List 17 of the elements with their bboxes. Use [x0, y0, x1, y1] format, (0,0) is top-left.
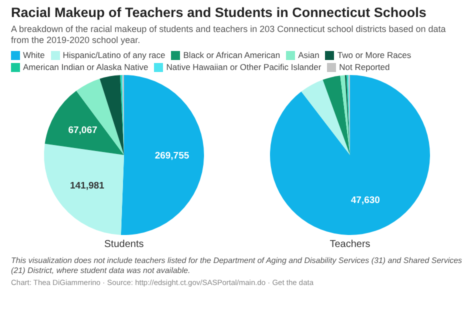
text: This visualization does not include teachers listed for the Department of Aging and Disability Services (31) and Shared Services (21) District, where student data was not available. — [11, 256, 464, 276]
data-label: 67,067 — [68, 125, 98, 136]
slice-label: Students — [103, 239, 145, 250]
legend-label: Native Hawaiian or Other Pacific Islander — [166, 62, 322, 72]
chart-subtitle: A breakdown of the racial makeup of students and teachers in 203 Connecticut school districts based on data from the 2019-2020 school year. — [11, 24, 447, 46]
legend-label: Asian — [298, 50, 320, 60]
data-label: 141,981 — [70, 180, 106, 192]
slice-label: Teachers — [328, 239, 372, 250]
legend-label: White — [23, 50, 45, 60]
data-label: 269,755 — [154, 150, 190, 162]
legend-label: Two or More Races — [337, 50, 412, 60]
legend-label: Not Reported — [339, 62, 390, 72]
data-label: 47,630 — [350, 195, 380, 206]
legend-label: Black or African American — [183, 50, 280, 60]
legend-label: American Indian or Alaska Native — [23, 62, 148, 72]
chart-title: Racial Makeup of Teachers and Students in Connecticut Schools — [11, 5, 428, 20]
legend-label: Hispanic/Latino of any race — [62, 50, 166, 60]
